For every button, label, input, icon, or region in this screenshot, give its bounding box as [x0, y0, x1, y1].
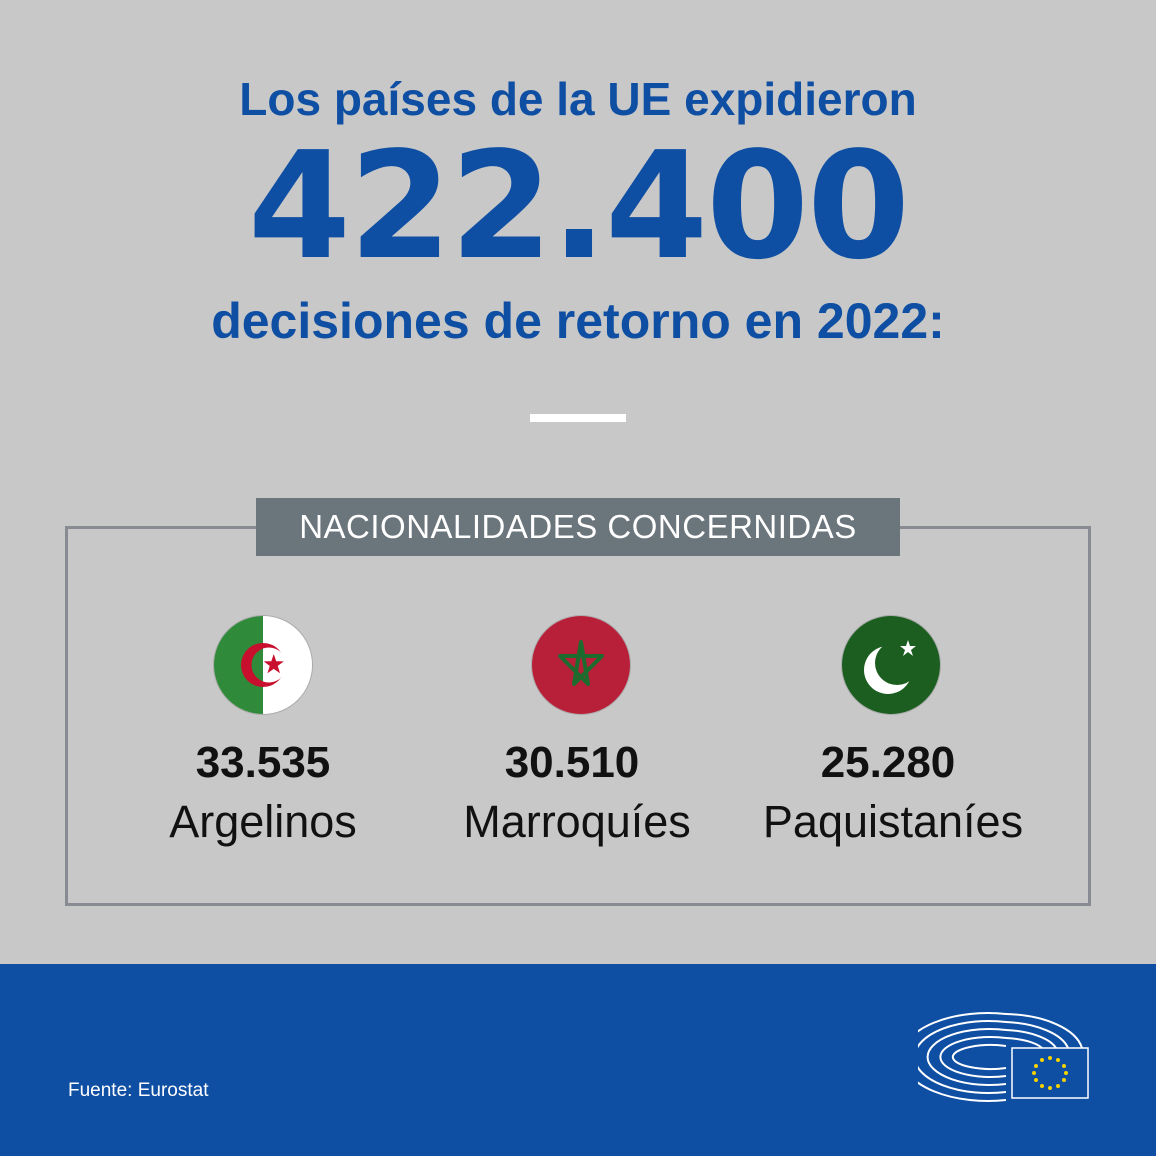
section-label: NACIONALIDADES CONCERNIDAS: [256, 498, 900, 556]
stat-value-pakistan: 25.280: [820, 738, 956, 787]
european-parliament-logo-icon: [900, 1008, 1090, 1109]
morocco-flag-icon: [532, 616, 630, 714]
stat-value-algeria: 33.535: [195, 738, 331, 787]
headline-number: 422.400: [247, 120, 910, 292]
stat-label-algeria: Argelinos: [169, 796, 357, 847]
divider: [530, 414, 626, 422]
pakistan-flag-icon: [842, 616, 940, 714]
stat-label-morocco: Marroquíes: [463, 796, 691, 847]
source-note: Fuente: Eurostat: [68, 1080, 209, 1101]
headline-outro: decisiones de retorno en 2022:: [211, 293, 945, 349]
nationalities-frame: [65, 526, 1091, 906]
algeria-flag-icon: [214, 616, 312, 714]
headline-intro: Los países de la UE expidieron: [239, 73, 917, 125]
stat-label-pakistan: Paquistaníes: [762, 796, 1024, 847]
footer-bar: [0, 964, 1156, 1156]
stat-value-morocco: 30.510: [504, 738, 640, 787]
